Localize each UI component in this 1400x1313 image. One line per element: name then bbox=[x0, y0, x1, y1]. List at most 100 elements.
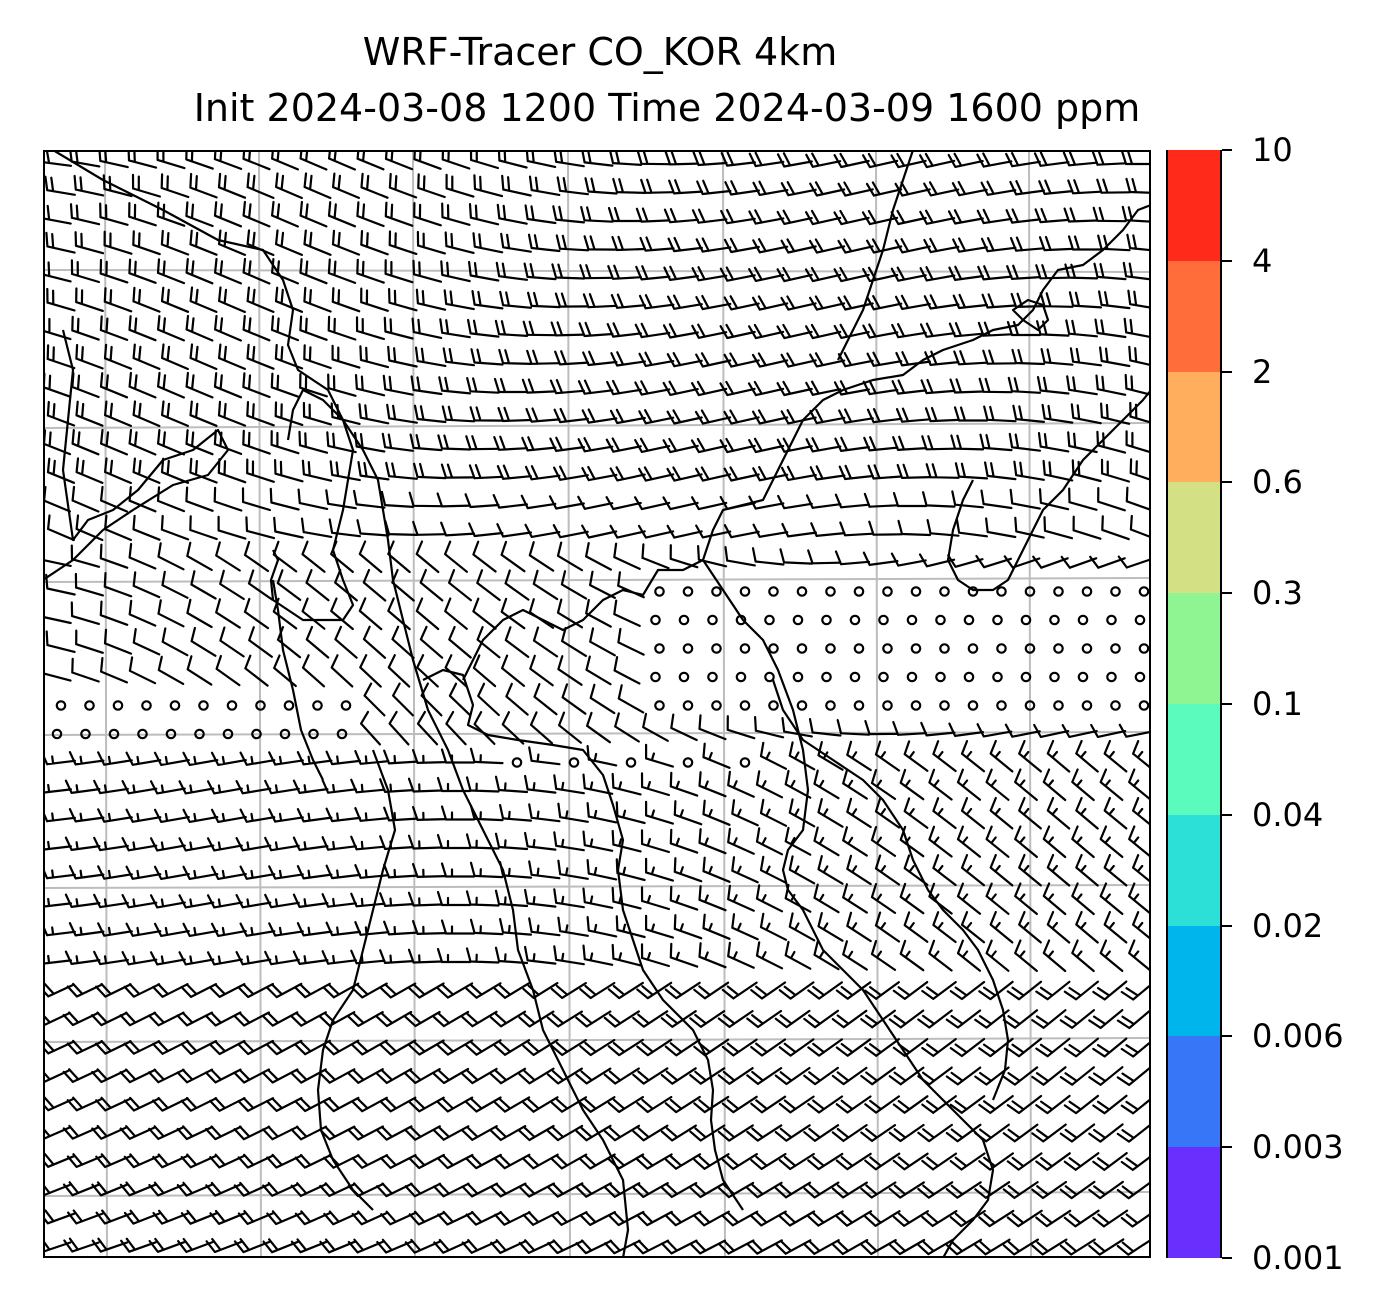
wind-barb bbox=[160, 457, 190, 484]
wind-barb bbox=[436, 492, 472, 508]
calm-wind-circle bbox=[792, 671, 804, 683]
wind-barb bbox=[1071, 939, 1095, 973]
wind-barb bbox=[189, 400, 218, 427]
wind-barb bbox=[1005, 208, 1041, 224]
wind-barb bbox=[1092, 1037, 1128, 1058]
wind-barb bbox=[1075, 739, 1099, 773]
wind-barb bbox=[42, 372, 72, 398]
wind-barb bbox=[870, 883, 897, 914]
calm-wind-circle bbox=[853, 643, 865, 654]
wind-barb bbox=[831, 1066, 868, 1086]
wind-barb bbox=[835, 1210, 873, 1227]
wind-barb bbox=[696, 179, 732, 196]
wind-barb bbox=[383, 863, 419, 879]
wind-barb bbox=[546, 1010, 583, 1028]
wind-barb bbox=[692, 150, 728, 167]
wind-barb bbox=[702, 742, 731, 769]
wind-barb bbox=[640, 178, 675, 194]
wind-barb bbox=[932, 911, 957, 944]
wind-barb bbox=[104, 400, 132, 427]
wind-barb bbox=[323, 1154, 360, 1169]
wind-barb bbox=[1002, 1123, 1039, 1143]
wind-barb bbox=[276, 569, 302, 601]
wind-barb bbox=[985, 882, 1010, 915]
wind-barb bbox=[866, 351, 903, 367]
wind-barb bbox=[1059, 1066, 1095, 1086]
calm-wind-circle bbox=[739, 643, 751, 654]
wind-barb bbox=[243, 540, 270, 573]
wind-barb bbox=[270, 315, 300, 342]
wind-barb bbox=[266, 1153, 303, 1169]
wind-barb bbox=[522, 1153, 559, 1170]
wind-barb bbox=[1002, 1238, 1039, 1256]
wind-barb bbox=[494, 1211, 531, 1226]
wind-barb bbox=[1038, 179, 1074, 195]
wind-barb bbox=[186, 541, 213, 571]
wind-barb bbox=[1124, 373, 1155, 397]
wind-barb bbox=[321, 836, 357, 851]
wind-barb bbox=[465, 1096, 502, 1113]
wind-barb bbox=[865, 181, 903, 197]
wind-barb bbox=[609, 408, 646, 425]
wind-barb bbox=[752, 523, 789, 538]
wind-barb bbox=[97, 865, 133, 880]
wind-barb bbox=[494, 319, 529, 337]
wind-barb bbox=[75, 457, 104, 484]
calm-wind-circle bbox=[511, 757, 523, 768]
wind-barb bbox=[358, 540, 383, 574]
wind-barb bbox=[379, 982, 417, 999]
wind-barb bbox=[379, 892, 415, 907]
wind-barb bbox=[91, 1068, 128, 1084]
wind-barb bbox=[661, 1239, 698, 1255]
wind-barb bbox=[894, 238, 931, 254]
wind-barb bbox=[899, 939, 925, 972]
colorbar-tick-mark bbox=[1222, 1035, 1232, 1038]
wind-barb bbox=[152, 1096, 189, 1112]
wind-barb bbox=[586, 711, 611, 744]
wind-barb bbox=[419, 568, 444, 602]
wind-barb bbox=[717, 1181, 755, 1199]
wind-barb bbox=[577, 495, 614, 510]
wind-barb bbox=[408, 491, 443, 508]
wind-barb bbox=[894, 294, 931, 310]
wind-barb bbox=[805, 437, 842, 453]
wind-barb bbox=[586, 802, 618, 824]
wind-barb bbox=[529, 654, 554, 687]
wind-barb bbox=[407, 891, 443, 907]
wind-barb bbox=[272, 540, 298, 573]
wind-barb bbox=[318, 1068, 356, 1084]
wind-barb bbox=[874, 740, 901, 772]
wind-barb bbox=[408, 1210, 446, 1226]
wind-barb bbox=[239, 808, 276, 823]
wind-barb bbox=[442, 347, 475, 367]
calm-wind-circle bbox=[796, 643, 808, 654]
wind-barb bbox=[638, 409, 675, 425]
wind-barb bbox=[1132, 854, 1156, 887]
wind-barb bbox=[1036, 320, 1070, 337]
wind-barb bbox=[1042, 825, 1067, 859]
wind-barb bbox=[125, 865, 162, 880]
wind-barb bbox=[1034, 207, 1070, 224]
calm-wind-circle bbox=[654, 700, 665, 711]
wind-barb bbox=[921, 981, 957, 1000]
wind-barb bbox=[180, 983, 218, 998]
wind-barb bbox=[213, 201, 243, 228]
wind-barb bbox=[1046, 739, 1071, 773]
wind-barb bbox=[1031, 1123, 1067, 1143]
wind-barb bbox=[472, 597, 497, 630]
wind-barb bbox=[720, 208, 756, 225]
wind-barb bbox=[751, 352, 789, 368]
wind-barb bbox=[1037, 432, 1070, 453]
wind-barb bbox=[271, 258, 299, 285]
wind-barb bbox=[888, 1238, 926, 1256]
wind-barb bbox=[813, 940, 840, 971]
wind-barb bbox=[182, 865, 219, 880]
wind-barb bbox=[469, 406, 504, 422]
wind-barb bbox=[246, 286, 275, 313]
wind-barb-map bbox=[34, 143, 1160, 1259]
calm-wind-circle bbox=[992, 614, 1003, 626]
wind-barb bbox=[833, 152, 870, 169]
wind-barb bbox=[128, 542, 157, 570]
wind-barb bbox=[494, 889, 529, 908]
calm-wind-circle bbox=[939, 700, 950, 711]
